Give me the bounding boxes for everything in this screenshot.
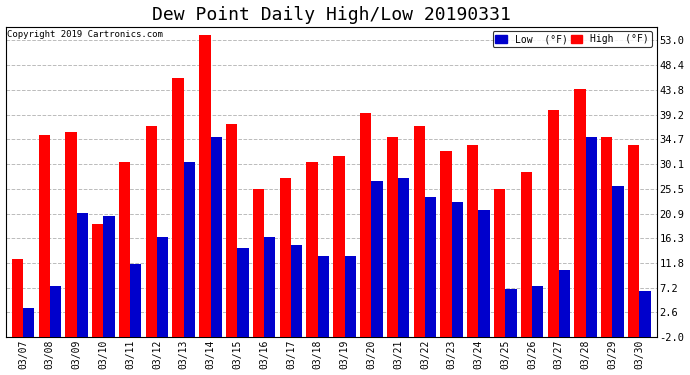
Bar	[157, 237, 168, 337]
Bar	[253, 189, 264, 337]
Bar	[264, 237, 275, 337]
Bar	[639, 291, 651, 337]
Bar	[12, 259, 23, 337]
Bar	[333, 156, 344, 337]
Bar	[387, 137, 398, 337]
Bar	[628, 146, 639, 337]
Bar	[440, 151, 452, 337]
Bar	[586, 137, 597, 337]
Bar	[398, 178, 409, 337]
Bar	[184, 162, 195, 337]
Title: Dew Point Daily High/Low 20190331: Dew Point Daily High/Low 20190331	[152, 6, 511, 24]
Bar	[532, 286, 543, 337]
Bar	[210, 137, 221, 337]
Bar	[425, 197, 436, 337]
Bar	[452, 202, 463, 337]
Bar	[478, 210, 490, 337]
Bar	[467, 146, 478, 337]
Bar	[50, 286, 61, 337]
Bar	[291, 245, 302, 337]
Bar	[172, 78, 184, 337]
Bar	[574, 88, 586, 337]
Bar	[306, 162, 317, 337]
Bar	[130, 264, 141, 337]
Bar	[344, 256, 356, 337]
Bar	[360, 113, 371, 337]
Text: Copyright 2019 Cartronics.com: Copyright 2019 Cartronics.com	[7, 30, 163, 39]
Bar	[237, 248, 248, 337]
Bar	[146, 126, 157, 337]
Bar	[601, 137, 613, 337]
Bar	[371, 180, 382, 337]
Bar	[548, 110, 559, 337]
Bar	[77, 213, 88, 337]
Bar	[317, 256, 329, 337]
Bar	[199, 34, 210, 337]
Bar	[119, 162, 130, 337]
Bar	[39, 135, 50, 337]
Bar	[613, 186, 624, 337]
Bar	[494, 189, 505, 337]
Bar	[279, 178, 291, 337]
Bar	[559, 270, 570, 337]
Bar	[226, 124, 237, 337]
Bar	[413, 126, 425, 337]
Bar	[521, 172, 532, 337]
Bar	[66, 132, 77, 337]
Bar	[505, 289, 517, 337]
Bar	[92, 224, 104, 337]
Bar	[104, 216, 115, 337]
Bar	[23, 308, 34, 337]
Legend: Low  (°F), High  (°F): Low (°F), High (°F)	[493, 32, 652, 47]
